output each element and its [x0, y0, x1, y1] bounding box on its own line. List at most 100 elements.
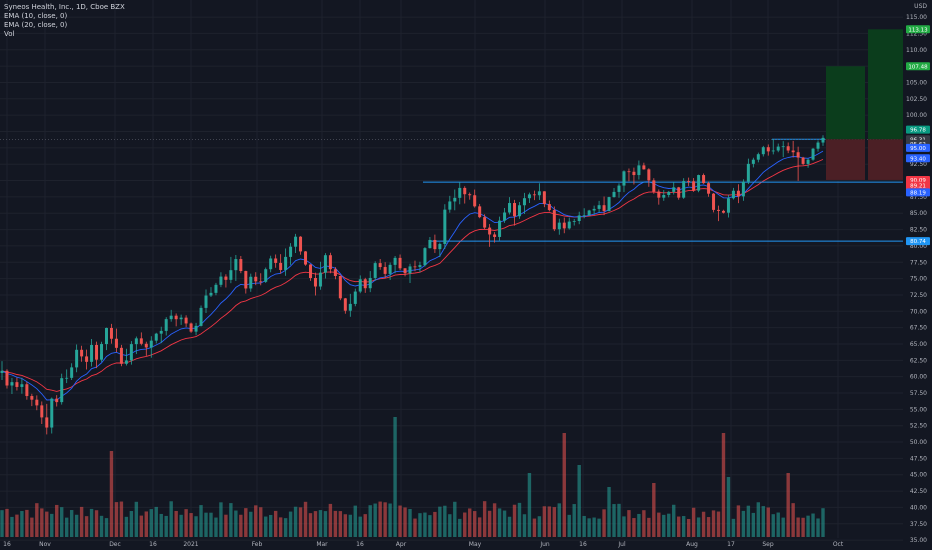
- volume-bar: [45, 511, 49, 537]
- candle: [348, 303, 352, 311]
- volume-bar: [512, 504, 517, 537]
- volume-bar: [527, 473, 532, 537]
- candle: [139, 338, 143, 344]
- candle: [279, 262, 283, 270]
- volume-bar: [816, 518, 820, 537]
- ema-20-line: [1, 158, 824, 392]
- volume-bar: [328, 503, 333, 537]
- candle: [294, 236, 298, 247]
- candle: [164, 319, 168, 331]
- volume-bar: [179, 514, 183, 537]
- volume-bar: [273, 510, 278, 537]
- volume-bar: [696, 517, 701, 537]
- volume-bar: [388, 503, 392, 537]
- volume-bar: [283, 518, 288, 537]
- y-tick-label: 77.50: [910, 259, 927, 266]
- y-tick-label: 35.00: [910, 537, 927, 544]
- volume-bar: [642, 510, 646, 537]
- volume-bar: [224, 514, 228, 537]
- volume-bar: [632, 518, 636, 537]
- volume-bar: [199, 505, 203, 537]
- candle: [299, 236, 303, 252]
- volume-bar: [134, 501, 139, 537]
- volume-bar: [557, 503, 561, 537]
- candle: [488, 227, 492, 235]
- candle: [264, 269, 268, 282]
- volume-bar: [443, 505, 447, 537]
- volume-bar: [597, 518, 601, 537]
- candle: [756, 154, 760, 160]
- candle: [542, 191, 546, 205]
- volume-bar: [448, 514, 452, 537]
- candle: [214, 284, 218, 293]
- volume-bar: [453, 501, 457, 537]
- candle: [726, 198, 730, 213]
- candle: [234, 259, 238, 271]
- price-tag: [906, 237, 930, 246]
- candle: [806, 159, 810, 164]
- position-target-zone: [868, 29, 903, 140]
- candle: [443, 209, 447, 244]
- candle: [378, 263, 382, 268]
- candle: [224, 276, 228, 280]
- volume-bar: [507, 516, 512, 537]
- y-tick-label: 45.00: [910, 472, 927, 479]
- volume-bar: [418, 513, 422, 537]
- y-tick-label: 67.50: [910, 325, 927, 332]
- volume-bar: [736, 505, 741, 537]
- candle: [119, 347, 123, 364]
- x-tick-label: 17: [727, 541, 735, 548]
- volume-bar: [706, 517, 711, 537]
- volume-bar: [64, 517, 69, 537]
- volume-bar: [94, 510, 99, 537]
- candle: [522, 198, 526, 206]
- candle: [423, 248, 427, 266]
- volume-bar: [204, 512, 208, 537]
- volume-bar: [104, 518, 109, 537]
- volume-bar: [791, 503, 795, 537]
- volume-bar: [55, 504, 59, 537]
- candle: [358, 279, 362, 292]
- price-tag: [906, 125, 930, 134]
- y-tick-label: 42.50: [910, 488, 927, 495]
- volume-bar: [552, 507, 557, 537]
- volume-bar: [781, 517, 785, 537]
- candle: [478, 206, 482, 218]
- volume-bar: [169, 501, 173, 537]
- candle: [751, 159, 755, 164]
- candle: [736, 190, 740, 197]
- candle: [189, 323, 193, 332]
- volume-bar: [373, 503, 377, 537]
- candle: [672, 187, 676, 192]
- volume-bar: [468, 508, 472, 537]
- candle: [413, 266, 417, 268]
- candle: [70, 367, 74, 378]
- volume-bar: [189, 513, 193, 537]
- price-tag-label: 88.19: [910, 190, 926, 196]
- volume-bar: [79, 506, 84, 537]
- candle: [816, 142, 820, 149]
- candle: [707, 183, 711, 194]
- y-tick-label: 52.50: [910, 423, 927, 430]
- candle: [513, 203, 517, 217]
- volume-bar: [438, 506, 442, 537]
- volume-bar: [681, 516, 686, 537]
- candle: [144, 343, 148, 348]
- ema20-label: EMA (20, close, 0): [4, 21, 68, 29]
- candle: [85, 356, 89, 362]
- volume-bar: [313, 511, 318, 537]
- candle: [403, 268, 407, 274]
- candle: [562, 222, 566, 229]
- candle: [652, 180, 656, 192]
- candle: [657, 191, 661, 198]
- volume-bar: [691, 507, 696, 537]
- volume-bar: [806, 515, 810, 537]
- symbol-label: Syneos Health, Inc., 1D, Cboe BZX: [4, 3, 125, 11]
- ema10-label: EMA (10, close, 0): [4, 12, 68, 20]
- candle: [5, 370, 9, 386]
- price-tag-label: 107.48: [908, 64, 928, 70]
- price-tag: [906, 181, 930, 190]
- volume-bar: [672, 504, 676, 537]
- candle: [582, 215, 586, 217]
